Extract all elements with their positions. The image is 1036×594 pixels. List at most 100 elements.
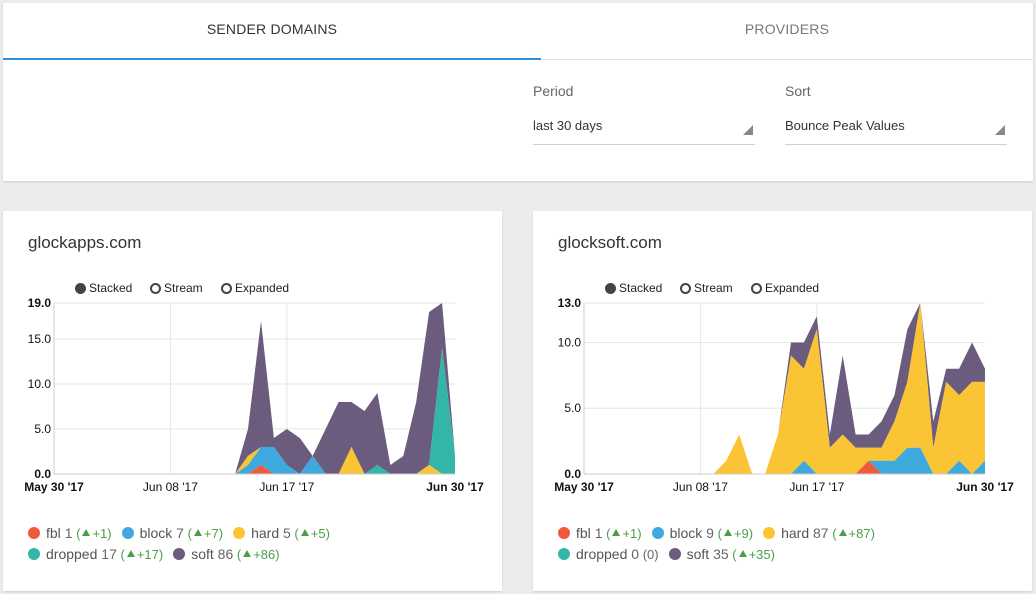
legend-name: dropped (46, 546, 102, 562)
y-tick-label: 19.0 (28, 296, 52, 310)
legend-delta: (+1) (602, 526, 642, 541)
mode-expanded[interactable]: Expanded (221, 281, 289, 295)
legend-swatch (558, 527, 570, 539)
area-fbl[interactable] (54, 465, 455, 474)
legend-name: hard (251, 525, 283, 541)
legend-row: dropped 17 (+17) soft 86 (+86) (28, 546, 290, 562)
trend-up-icon (300, 529, 309, 536)
legend-swatch (233, 527, 246, 539)
trend-up-icon (612, 529, 621, 536)
radio-icon (751, 283, 762, 294)
x-tick-label: Jun 08 '17 (143, 480, 198, 494)
legend-value: 9 (706, 525, 714, 541)
period-filter: Period last 30 days (533, 83, 755, 145)
legend-delta: (+7) (183, 526, 224, 541)
area-block[interactable] (584, 447, 985, 474)
domain-title: glocksoft.com (558, 233, 662, 252)
radio-selected-icon (75, 283, 86, 294)
mode-stream[interactable]: Stream (150, 281, 203, 295)
domain-card: glocksoft.com Stacked Stream Expanded 0.… (533, 211, 1032, 591)
legend-item-dropped[interactable]: dropped 0 (0) (558, 546, 659, 562)
y-tick-label: 5.0 (564, 401, 581, 415)
legend-value: 1 (64, 525, 73, 541)
y-tick-label: 13.0 (558, 296, 582, 310)
legend-value: 86 (217, 546, 234, 562)
sort-value: Bounce Peak Values (785, 118, 905, 133)
legend-delta: (0) (639, 547, 659, 562)
legend-delta: (+86) (233, 547, 280, 562)
legend-value: 17 (101, 546, 117, 562)
mode-stacked[interactable]: Stacked (75, 281, 132, 295)
area-hard[interactable] (54, 447, 455, 474)
legend-item-soft[interactable]: soft 35 (+35) (668, 546, 775, 562)
mode-stacked[interactable]: Stacked (605, 281, 662, 295)
period-label: Period (533, 83, 574, 99)
area-soft[interactable] (584, 303, 985, 474)
tab-providers[interactable]: PROVIDERS (744, 21, 830, 37)
radio-selected-icon (605, 283, 616, 294)
mode-label: Expanded (235, 281, 290, 295)
dropdown-caret-icon (743, 125, 753, 135)
area-soft[interactable] (54, 303, 455, 474)
legend-item-hard[interactable]: hard 87 (+87) (763, 525, 875, 541)
legend-value: 87 (813, 525, 829, 541)
legend-item-block[interactable]: block 9 (+9) (651, 525, 753, 541)
legend-swatch (121, 527, 134, 539)
x-tick-label: May 30 '17 (24, 480, 84, 494)
legend-swatch (28, 548, 40, 560)
mode-stream[interactable]: Stream (680, 281, 733, 295)
legend-delta: (+5) (290, 526, 330, 541)
tab-sender-domains[interactable]: SENDER DOMAINS (206, 21, 338, 37)
legend-row: fbl 1 (+1) block 7 (+7) hard 5 (+5) (28, 525, 340, 541)
legend-name: fbl (46, 525, 65, 541)
filters-panel: SENDER DOMAINS PROVIDERS Period last 30 … (3, 3, 1033, 181)
radio-icon (150, 283, 161, 294)
stacked-area-chart[interactable]: 0.0 5.0 10.0 13.0 May 30 '17 Jun 08 '17 Jun 17… (533, 291, 1032, 501)
legend-swatch (763, 527, 776, 539)
legend-item-hard[interactable]: hard 5 (+5) (233, 525, 330, 541)
trend-up-icon (193, 529, 202, 536)
domain-card: glockapps.com Stacked Stream Expanded 0.… (3, 211, 502, 591)
legend-name: hard (781, 525, 813, 541)
x-tick-label: Jun 17 '17 (259, 480, 314, 494)
legend-name: soft (191, 546, 218, 562)
trend-up-icon (723, 529, 732, 536)
legend-item-dropped[interactable]: dropped 17 (+17) (28, 546, 163, 562)
area-hard[interactable] (584, 303, 985, 474)
legend-row: dropped 0 (0) soft 35 (+35) (558, 546, 785, 562)
radio-icon (221, 283, 232, 294)
legend-name: soft (686, 546, 714, 562)
y-tick-label: 0.0 (34, 467, 51, 481)
period-select[interactable]: last 30 days (533, 115, 755, 145)
legend-row: fbl 1 (+1) block 9 (+9) hard 87 (+87) (558, 525, 885, 541)
trend-up-icon (243, 550, 252, 557)
legend-item-soft[interactable]: soft 86 (+86) (173, 546, 280, 562)
x-tick-label: Jun 30 '17 (426, 480, 484, 494)
legend-item-block[interactable]: block 7 (+7) (121, 525, 224, 541)
legend-name: block (669, 525, 707, 541)
legend-item-fbl[interactable]: fbl 1 (+1) (558, 525, 642, 541)
stacked-area-chart[interactable]: 0.0 5.0 10.0 15.0 19.0 May 30 '17 Jun 08 '17 Ju… (3, 291, 502, 501)
legend-delta: (+17) (116, 547, 164, 562)
legend-value: 5 (283, 525, 291, 541)
trend-up-icon (738, 550, 747, 557)
domain-title: glockapps.com (28, 233, 142, 252)
legend-delta: (+1) (72, 526, 112, 541)
legend-delta: (+35) (728, 547, 775, 562)
legend-name: dropped (576, 546, 632, 562)
legend-item-fbl[interactable]: fbl 1 (+1) (28, 525, 112, 541)
y-tick-label: 0.0 (564, 467, 581, 481)
area-block[interactable] (54, 447, 455, 474)
legend-swatch (651, 527, 664, 539)
legend-value: 0 (631, 546, 640, 562)
x-tick-label: May 30 '17 (554, 480, 614, 494)
mode-expanded[interactable]: Expanded (751, 281, 819, 295)
x-tick-label: Jun 08 '17 (673, 480, 728, 494)
x-tick-label: Jun 30 '17 (956, 480, 1014, 494)
trend-up-icon (82, 529, 91, 536)
sort-filter: Sort Bounce Peak Values (785, 83, 1007, 145)
legend-delta: (+87) (828, 526, 875, 541)
y-tick-label: 5.0 (34, 422, 51, 436)
sort-select[interactable]: Bounce Peak Values (785, 115, 1007, 145)
y-tick-label: 15.0 (28, 332, 52, 346)
